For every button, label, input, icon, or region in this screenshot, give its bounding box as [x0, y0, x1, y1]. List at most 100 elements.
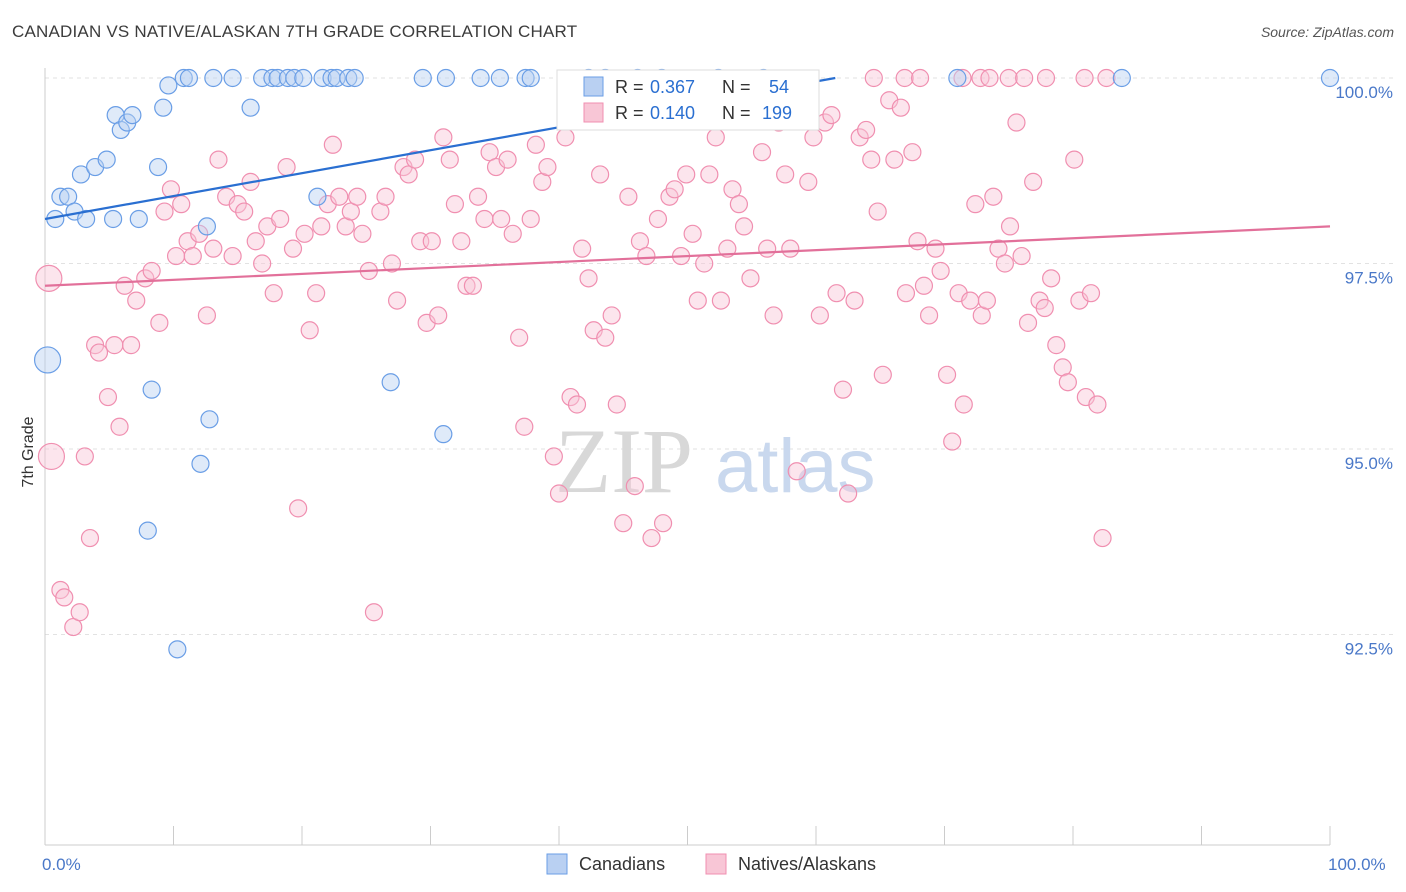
native-point [422, 232, 441, 251]
legend-r-label-1: R = [615, 77, 644, 97]
native-point [127, 291, 146, 310]
native-point [190, 224, 209, 243]
canadian-point [191, 454, 210, 473]
native-point [457, 276, 476, 295]
canadian-point [174, 68, 193, 88]
native-point [204, 239, 223, 258]
native-point [614, 514, 633, 533]
native-point [209, 150, 228, 169]
native-point [567, 395, 587, 414]
native-point [80, 528, 100, 548]
native-point [1015, 68, 1034, 88]
native-point [919, 306, 939, 325]
native-point [440, 150, 459, 169]
native-point [896, 284, 916, 303]
canadian-point [168, 640, 187, 659]
native-point [1081, 284, 1101, 303]
native-point [98, 387, 118, 407]
native-point [70, 603, 89, 622]
native-point [445, 195, 465, 214]
native-point [845, 291, 864, 310]
native-point [223, 246, 242, 266]
native-point [868, 202, 887, 221]
legend-n-value-2: 199 [762, 103, 792, 123]
native-point [89, 343, 109, 362]
native-point [503, 224, 522, 243]
native-point [197, 306, 217, 325]
native-point [295, 224, 314, 243]
native-point [804, 128, 823, 147]
canadian-point [413, 68, 432, 88]
y-tick-label: 95.0% [1345, 454, 1393, 473]
native-point [910, 68, 930, 88]
native-point [142, 261, 161, 281]
native-point [376, 187, 395, 206]
native-point [348, 187, 367, 206]
canadian-point [71, 165, 91, 184]
x-tick-label-max: 100.0% [1328, 855, 1386, 874]
native-point [115, 276, 134, 295]
native-point [573, 239, 592, 258]
native-point [596, 328, 615, 347]
native-point [966, 195, 985, 214]
native-point [1047, 336, 1066, 355]
native-point [235, 202, 254, 221]
native-point [810, 306, 829, 325]
native-point [937, 365, 957, 384]
native-point [510, 328, 529, 347]
native-point [799, 172, 818, 191]
legend-r-label-2: R = [615, 103, 644, 123]
native-point [452, 232, 471, 251]
native-point [895, 68, 914, 88]
canadian-point [521, 68, 540, 88]
bottom-legend-swatch-canadians [546, 853, 568, 875]
y-tick-label: 100.0% [1335, 83, 1393, 102]
native-point [172, 195, 191, 214]
x-tick-label-min: 0.0% [42, 855, 81, 874]
canadian-point [436, 68, 456, 88]
canadian-point [1320, 68, 1340, 88]
native-point [1075, 68, 1094, 88]
native-point [289, 499, 308, 518]
native-point [619, 187, 638, 206]
native-point [885, 150, 904, 169]
y-tick-label: 97.5% [1345, 269, 1393, 288]
native-point [850, 128, 869, 147]
native-point [264, 284, 283, 303]
native-point [434, 128, 453, 147]
canadian-point [179, 68, 199, 88]
native-point [253, 254, 272, 273]
native-point [526, 135, 545, 154]
native-point [1097, 68, 1116, 88]
native-point [387, 291, 407, 310]
native-point [729, 195, 749, 214]
native-point [741, 269, 760, 288]
native-point [521, 209, 540, 229]
canadian-point [123, 105, 142, 125]
native-point [862, 150, 881, 169]
y-tick-label: 92.5% [1345, 640, 1393, 659]
native-point [1042, 269, 1061, 288]
watermark-atlas: atlas [715, 424, 876, 509]
native-point [776, 165, 795, 184]
trend-line-natives [44, 225, 1331, 287]
native-point [591, 165, 610, 184]
native-point [1012, 246, 1031, 266]
native-point [463, 276, 483, 295]
native-point [781, 239, 800, 258]
native-point [980, 68, 999, 88]
canadian-point [1112, 68, 1131, 88]
canadian-point [197, 217, 217, 236]
native-point [1000, 217, 1020, 236]
correlation-legend: R = 0.367 N = 54 R = 0.140 N = 199 [556, 69, 820, 131]
native-point [155, 202, 174, 221]
native-point [312, 217, 331, 236]
native-point [764, 306, 783, 325]
native-point [695, 254, 714, 273]
native-point [648, 209, 668, 229]
legend-n-value-1: 54 [769, 77, 789, 97]
native-point [579, 269, 598, 288]
native-point [822, 105, 841, 125]
native-point [1007, 113, 1026, 132]
